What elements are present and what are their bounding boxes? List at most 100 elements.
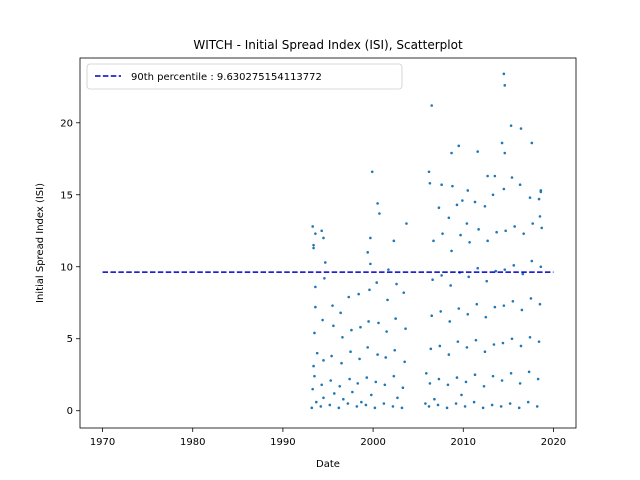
data-point — [430, 314, 434, 318]
data-point — [503, 151, 507, 155]
data-point — [536, 377, 540, 381]
data-point — [320, 383, 323, 387]
data-point — [311, 387, 314, 391]
data-points — [310, 72, 544, 410]
data-point — [314, 305, 317, 309]
data-point — [457, 307, 461, 310]
data-point — [392, 239, 396, 243]
data-point — [369, 262, 372, 266]
data-point — [323, 276, 326, 280]
data-point — [530, 141, 534, 145]
data-point — [333, 392, 336, 395]
chart-title: WITCH - Initial Spread Index (ISI), Scat… — [193, 38, 463, 52]
x-tick-label: 2010 — [451, 437, 476, 448]
y-tick-label: 5 — [67, 334, 73, 345]
data-point — [473, 373, 477, 377]
data-point — [383, 383, 387, 387]
data-point — [520, 308, 524, 312]
data-point — [493, 174, 497, 178]
data-point — [493, 305, 497, 309]
data-point — [437, 377, 441, 381]
data-point — [528, 196, 532, 199]
data-point — [338, 384, 342, 388]
data-point — [374, 380, 378, 384]
data-point — [467, 275, 470, 279]
data-point — [347, 295, 351, 299]
data-point — [395, 282, 398, 286]
data-point — [314, 285, 317, 289]
data-point — [448, 320, 452, 323]
data-point — [508, 402, 512, 405]
data-point — [492, 343, 496, 346]
data-point — [437, 206, 441, 210]
data-point — [385, 330, 388, 333]
data-point — [535, 405, 539, 408]
data-point — [526, 400, 530, 404]
data-point — [500, 141, 504, 145]
data-point — [461, 199, 464, 202]
data-point — [500, 379, 504, 382]
data-point — [323, 261, 327, 264]
data-point — [337, 406, 341, 410]
y-tick-label: 10 — [60, 262, 73, 273]
data-point — [476, 150, 480, 153]
data-point — [539, 189, 543, 192]
data-point — [396, 396, 399, 400]
data-point — [331, 304, 334, 307]
data-point — [522, 232, 525, 235]
data-point — [433, 397, 436, 401]
data-point — [455, 376, 459, 379]
data-point — [472, 400, 476, 404]
data-point — [436, 403, 440, 407]
data-point — [440, 183, 443, 186]
data-point — [342, 397, 345, 401]
data-point — [459, 233, 462, 237]
data-point — [319, 405, 323, 408]
data-point — [357, 292, 360, 296]
data-point — [457, 144, 461, 148]
data-point — [466, 189, 470, 192]
data-point — [517, 406, 521, 410]
data-point — [375, 281, 379, 284]
data-point — [350, 328, 353, 332]
data-point — [466, 312, 470, 316]
data-point — [456, 340, 460, 343]
data-point — [310, 406, 314, 410]
data-point — [378, 212, 381, 215]
y-axis-title: Initial Spread Index (ISI) — [35, 183, 46, 303]
data-point — [531, 222, 535, 225]
data-point — [495, 230, 498, 234]
data-point — [519, 127, 523, 130]
data-point — [428, 181, 432, 185]
data-point — [391, 405, 395, 408]
data-point — [394, 317, 397, 320]
data-point — [365, 376, 369, 379]
data-point — [503, 268, 507, 271]
data-point — [510, 176, 514, 179]
data-point — [483, 350, 487, 354]
data-point — [450, 151, 453, 155]
data-point — [400, 406, 404, 410]
data-point — [368, 288, 371, 292]
data-point — [393, 348, 397, 352]
data-point — [463, 405, 467, 408]
data-point — [464, 380, 468, 384]
data-point — [356, 382, 360, 385]
data-point — [387, 268, 390, 271]
data-point — [313, 374, 316, 378]
data-point — [355, 405, 359, 408]
data-point — [537, 340, 541, 343]
data-point — [358, 357, 361, 361]
data-point — [366, 251, 369, 254]
data-point — [349, 350, 352, 354]
data-point — [404, 327, 407, 330]
data-point — [340, 361, 343, 365]
data-point — [360, 400, 363, 404]
data-point — [513, 225, 516, 228]
data-point — [538, 302, 542, 306]
data-point — [428, 382, 432, 385]
data-point — [509, 124, 513, 127]
data-point — [315, 351, 319, 355]
legend: 90th percentile : 9.630275154113772 — [86, 63, 403, 90]
